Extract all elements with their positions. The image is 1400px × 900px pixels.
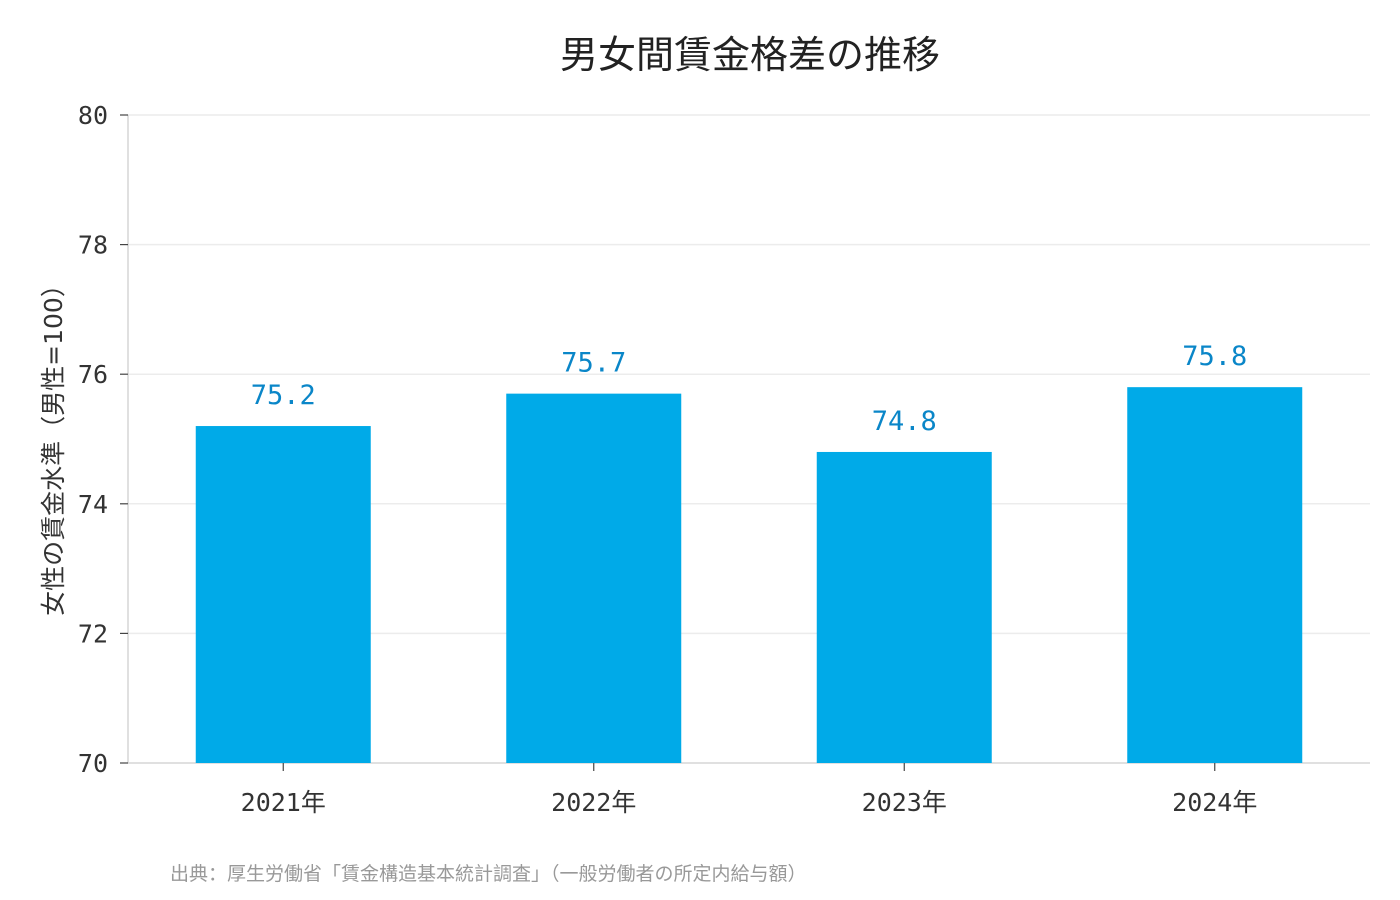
bars: 75.2 75.7 74.8 75.8 (195, 341, 1303, 763)
data-label: 75.2 (251, 380, 316, 411)
y-tick-label: 70 (78, 749, 108, 778)
y-tick-label: 76 (78, 360, 108, 389)
data-label: 75.8 (1182, 341, 1247, 372)
bar (506, 393, 682, 763)
y-axis-label: 女性の賃金水準（男性=100） (39, 272, 68, 616)
bar (195, 426, 371, 763)
bar (816, 451, 992, 763)
y-ticks: 70 72 74 76 78 80 (78, 101, 128, 778)
x-tick-label: 2021年 (241, 788, 326, 817)
y-tick-label: 72 (78, 619, 108, 648)
x-ticks: 2021年 2022年 2023年 2024年 (241, 763, 1257, 817)
x-tick-label: 2022年 (551, 788, 636, 817)
data-label: 74.8 (872, 406, 937, 437)
bar (1127, 387, 1303, 763)
y-tick-label: 74 (78, 490, 108, 519)
source-note: 出典：厚生労働省「賃金構造基本統計調査」（一般労働者の所定内給与額） (170, 863, 807, 885)
y-tick-label: 78 (78, 231, 108, 260)
x-tick-label: 2024年 (1172, 788, 1257, 817)
chart-title: 男女間賃金格差の推移 (560, 33, 940, 77)
data-label: 75.7 (561, 348, 626, 379)
x-tick-label: 2023年 (862, 788, 947, 817)
y-tick-label: 80 (78, 101, 108, 130)
